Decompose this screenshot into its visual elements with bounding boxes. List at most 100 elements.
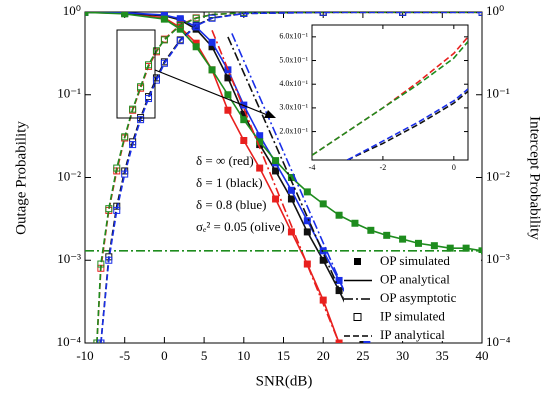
marker	[351, 219, 359, 227]
y-axis-label: Outage Probability	[13, 121, 29, 235]
series-line	[85, 12, 368, 343]
marker	[93, 339, 101, 343]
marker	[145, 95, 153, 103]
marker	[121, 133, 129, 141]
marker	[319, 12, 327, 16]
marker	[121, 170, 129, 178]
marker	[367, 226, 375, 234]
marker	[152, 76, 160, 84]
marker	[121, 12, 129, 18]
x-axis-label: SNR(dB)	[256, 373, 313, 389]
marker	[399, 235, 407, 243]
y-tick-label: 10⁻⁴	[57, 334, 82, 349]
marker	[383, 231, 391, 239]
zoom-arrowhead	[264, 110, 276, 118]
marker	[145, 61, 153, 69]
marker	[208, 38, 216, 46]
legend-label: OP asymptotic	[380, 290, 457, 305]
x-tick-label: -4	[309, 163, 316, 172]
marker	[176, 25, 184, 33]
y2-tick-label: 10⁻³	[486, 251, 510, 266]
x-tick-label: 15	[277, 348, 290, 363]
x-tick-label: -2	[380, 163, 387, 172]
marker	[287, 195, 295, 203]
marker	[176, 21, 184, 29]
annotation: σₑ² = 0.05 (olive)	[196, 219, 285, 234]
series-line	[312, 41, 468, 156]
x-tick-label: 30	[396, 348, 409, 363]
series-line	[347, 90, 468, 160]
marker	[303, 228, 311, 236]
marker	[192, 43, 200, 51]
zoom-arrow	[154, 69, 271, 117]
marker	[192, 14, 200, 22]
series-line	[227, 36, 364, 343]
marker	[430, 242, 438, 250]
x-tick-label: 5	[201, 348, 208, 363]
y2-axis-label: Intercept Probability	[527, 116, 543, 240]
x-tick-label: 20	[317, 348, 330, 363]
marker	[240, 12, 248, 17]
marker	[208, 66, 216, 74]
series-line	[211, 30, 340, 343]
marker	[414, 239, 422, 247]
marker	[319, 200, 327, 208]
x-tick-label: 25	[356, 348, 369, 363]
marker	[97, 339, 105, 343]
legend-label: OP simulated	[380, 253, 450, 268]
marker	[272, 167, 280, 175]
marker	[129, 141, 137, 149]
legend-label: IP simulated	[380, 308, 445, 323]
marker	[335, 211, 343, 219]
marker	[105, 205, 113, 213]
marker	[137, 83, 145, 91]
y-tick-label: 3.0x10⁻¹	[279, 103, 308, 112]
annotation: δ = ∞ (red)	[196, 153, 254, 168]
x-tick-label: 0	[452, 163, 456, 172]
marker	[113, 164, 121, 172]
marker	[113, 206, 121, 214]
marker	[97, 260, 105, 268]
annotation: δ = 0.8 (blue)	[196, 197, 267, 212]
marker	[272, 157, 280, 165]
marker	[192, 22, 200, 30]
marker	[335, 276, 343, 284]
y2-tick-label: 10⁻⁴	[486, 334, 511, 349]
marker	[160, 59, 168, 67]
y2-tick-label: 10⁰	[486, 3, 504, 18]
y2-tick-label: 10⁻²	[486, 168, 510, 183]
x-tick-label: -5	[119, 348, 130, 363]
series-line	[347, 88, 468, 160]
annotation: δ = 1 (black)	[196, 175, 263, 190]
y-tick-label: 6.0x10⁻¹	[279, 32, 308, 41]
y-tick-label: 4.0x10⁻¹	[279, 79, 308, 88]
marker	[105, 256, 113, 264]
marker	[176, 15, 184, 23]
marker	[478, 12, 482, 16]
marker	[303, 217, 311, 225]
marker	[129, 105, 137, 113]
plot-series	[312, 36, 468, 160]
marker	[85, 12, 89, 16]
zoom-box	[116, 29, 156, 119]
marker	[224, 91, 232, 99]
y2-tick-label: 10⁻¹	[486, 86, 510, 101]
marker	[303, 260, 311, 268]
marker	[256, 164, 264, 172]
legend-symbol	[354, 258, 361, 265]
marker	[152, 47, 160, 55]
y-tick-label: 10⁻³	[57, 251, 81, 266]
marker	[113, 202, 121, 210]
plot-series	[85, 12, 482, 343]
marker	[287, 186, 295, 194]
marker	[176, 37, 184, 45]
marker	[137, 116, 145, 124]
x-tick-label: 40	[476, 348, 489, 363]
marker	[160, 15, 168, 23]
x-tick-label: 0	[161, 348, 168, 363]
marker	[399, 12, 407, 16]
legend-bg	[344, 253, 481, 341]
y-tick-label: 10⁻²	[57, 168, 81, 183]
legend-symbol	[353, 313, 362, 321]
